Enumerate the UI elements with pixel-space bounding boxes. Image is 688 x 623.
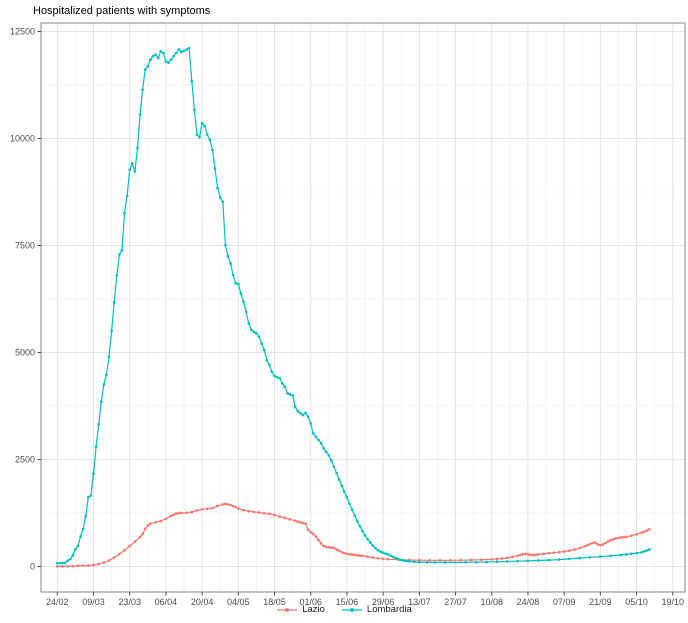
legend-key-lazio-icon (277, 607, 298, 612)
x-axis-tick-label: 20/04 (191, 597, 214, 607)
x-axis-tick-label: 24/08 (517, 597, 540, 607)
y-axis-tick-label: 2500 (15, 455, 35, 465)
x-axis-tick-label: 29/06 (372, 597, 395, 607)
x-axis-tick-label: 05/10 (625, 597, 648, 607)
x-axis-tick-label: 27/07 (444, 597, 467, 607)
x-axis-tick-label: 24/02 (46, 597, 69, 607)
x-axis-tick-label: 04/05 (227, 597, 250, 607)
x-axis-tick-label: 19/10 (662, 597, 685, 607)
x-axis-tick-label: 13/07 (408, 597, 431, 607)
x-axis-tick-label: 07/09 (553, 597, 576, 607)
legend-entry-lazio: Lazio (276, 604, 325, 615)
legend-label: Lazio (302, 604, 325, 615)
y-axis-tick-label: 5000 (15, 348, 35, 358)
major-gridlines (41, 23, 685, 592)
axis-labels: 0 2500 5000 7500 10000 12500 24/02 09/03 23/03 06… (10, 27, 684, 608)
y-axis-tick-label: 0 (30, 562, 35, 572)
minor-gridlines (41, 23, 685, 592)
lombardia-series-line (57, 47, 650, 564)
axis-ticks (37, 31, 674, 596)
y-axis-tick-label: 7500 (15, 241, 35, 251)
x-axis-tick-label: 18/05 (263, 597, 286, 607)
y-axis-tick-label: 10000 (10, 134, 35, 144)
legend-label: Lombardia (366, 604, 412, 615)
legend-entry-lombardia: Lombardia (341, 604, 412, 615)
x-axis-tick-label: 06/04 (155, 597, 178, 607)
x-axis-tick-label: 15/06 (336, 597, 359, 607)
x-axis-tick-label: 23/03 (118, 597, 141, 607)
panel-border (40, 22, 686, 593)
chart-title: Hospitalized patients with symptoms (33, 5, 211, 17)
lombardia-series-markers (55, 46, 651, 565)
x-axis-tick-label: 09/03 (82, 597, 105, 607)
legend-key-lombardia-icon (341, 607, 362, 612)
x-axis-tick-label: 21/09 (589, 597, 612, 607)
y-axis-tick-label: 12500 (10, 27, 35, 37)
legend: Lazio Lombardia (0, 604, 688, 615)
plot-panel (41, 23, 685, 592)
lazio-series-markers (55, 502, 651, 568)
x-axis-tick-label: 10/08 (480, 597, 503, 607)
x-axis-tick-label: 01/06 (299, 597, 322, 607)
